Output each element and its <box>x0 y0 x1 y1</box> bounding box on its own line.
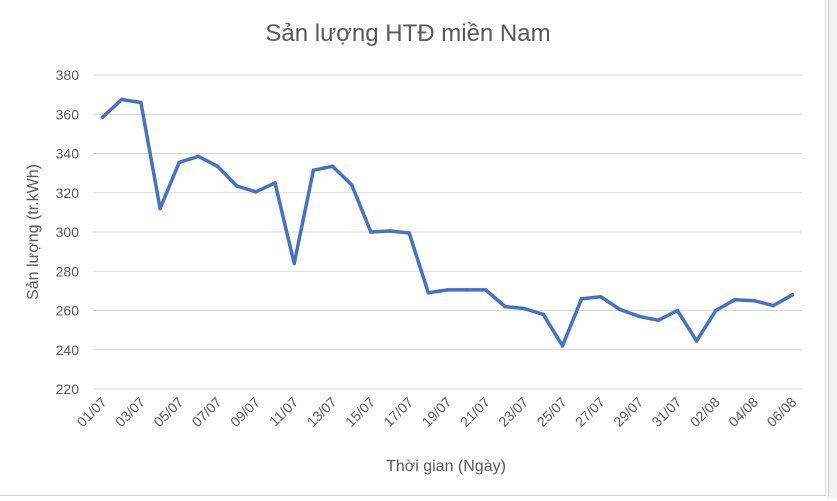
data-point <box>637 314 641 319</box>
x-tick-label: 17/07 <box>380 394 416 430</box>
x-tick-label: 09/07 <box>227 394 263 430</box>
x-axis-title: Thời gian (Ngày) <box>386 458 506 475</box>
data-point <box>560 344 565 348</box>
data-point <box>139 100 143 105</box>
data-point <box>311 168 316 172</box>
y-tick-label: 220 <box>56 381 80 397</box>
data-point <box>426 291 431 295</box>
y-tick-label: 300 <box>56 224 80 240</box>
series-line <box>100 97 795 348</box>
chart-title: Sản lượng HTĐ miền Nam <box>265 20 550 47</box>
x-tick-label: 02/08 <box>687 394 723 430</box>
data-point <box>292 261 297 266</box>
data-point <box>752 298 756 303</box>
series-group <box>100 97 795 348</box>
data-point <box>196 154 201 159</box>
data-point <box>771 303 776 308</box>
x-tick-label: 11/07 <box>266 394 302 430</box>
data-point <box>713 308 718 313</box>
data-point <box>254 189 258 194</box>
x-tick-label: 06/08 <box>763 394 799 430</box>
y-axis-ticks: 220 240 260 280 300 320 340 360 380 <box>56 67 80 397</box>
y-tick-label: 340 <box>56 146 80 162</box>
gridlines <box>93 74 802 390</box>
x-tick-label: 01/07 <box>74 394 110 430</box>
data-point <box>273 181 277 185</box>
data-point <box>215 164 220 169</box>
x-tick-label: 31/07 <box>648 394 684 430</box>
x-tick-label: 19/07 <box>419 394 455 430</box>
data-point <box>330 164 335 169</box>
y-axis-title: Sản lượng (tr.kWh) <box>25 164 42 300</box>
y-tick-label: 380 <box>56 67 80 83</box>
data-point <box>579 296 584 301</box>
chart-frame: Sản lượng HTĐ miền Nam 220 240 260 280 300 32… <box>0 0 826 496</box>
x-tick-label: 29/07 <box>610 394 646 430</box>
x-tick-label: 07/07 <box>189 394 225 430</box>
x-axis-ticks: 01/07 03/07 05/07 07/07 09/07 11/07 13/07 15/07… <box>74 394 800 430</box>
y-tick-label: 240 <box>56 342 80 358</box>
data-point <box>407 231 411 235</box>
x-tick-label: 03/07 <box>112 394 148 430</box>
data-point <box>100 115 105 119</box>
x-tick-label: 23/07 <box>495 394 531 430</box>
data-point <box>522 306 526 311</box>
data-point <box>388 229 392 233</box>
data-point <box>177 160 182 165</box>
data-point <box>598 294 603 299</box>
data-point <box>733 297 737 302</box>
data-point <box>349 183 354 187</box>
data-point <box>158 206 162 211</box>
x-tick-label: 27/07 <box>572 394 608 430</box>
y-tick-label: 280 <box>56 263 80 279</box>
data-point <box>234 184 239 188</box>
data-point <box>445 288 450 292</box>
data-point <box>484 288 488 292</box>
x-tick-label: 04/08 <box>725 394 761 430</box>
x-tick-label: 15/07 <box>342 394 378 430</box>
window-edge <box>828 0 837 498</box>
data-point <box>119 97 124 102</box>
x-tick-label: 21/07 <box>457 394 493 430</box>
data-point <box>503 304 507 309</box>
data-point <box>369 230 373 234</box>
data-point <box>694 339 699 343</box>
x-tick-label: 05/07 <box>150 394 186 430</box>
line-chart: Sản lượng HTĐ miền Nam 220 240 260 280 300 32… <box>25 20 802 475</box>
y-tick-label: 320 <box>56 185 80 201</box>
x-tick-label: 13/07 <box>304 394 340 430</box>
x-tick-label: 25/07 <box>533 394 569 430</box>
data-point <box>675 308 680 313</box>
data-point <box>618 307 622 312</box>
data-point <box>790 293 795 297</box>
y-tick-label: 260 <box>56 303 80 319</box>
y-tick-label: 360 <box>56 106 80 122</box>
data-point <box>464 288 469 292</box>
data-point <box>656 318 661 323</box>
data-point <box>541 312 546 317</box>
